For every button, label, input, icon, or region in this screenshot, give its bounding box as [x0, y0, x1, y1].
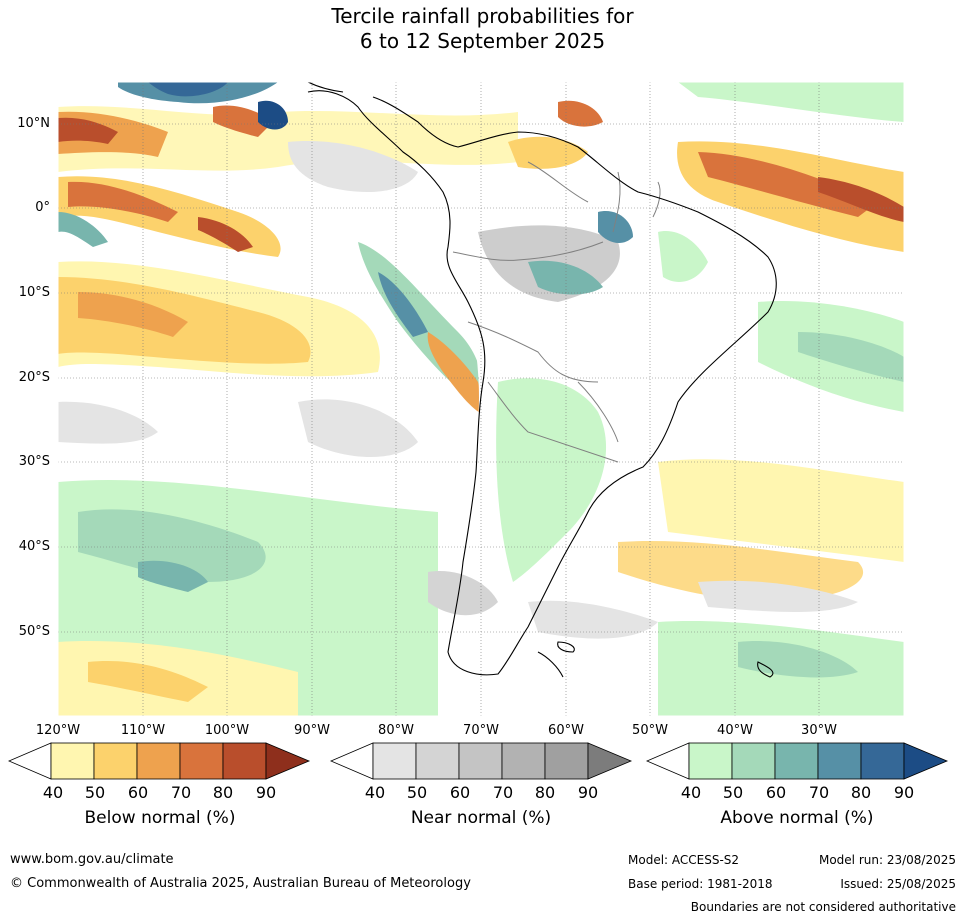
- cb0-tick: 90: [255, 783, 277, 802]
- colorbar-segment: [860, 742, 905, 780]
- colorbar-segment: [458, 742, 503, 780]
- lon-label-90w: 90°W: [294, 723, 330, 738]
- website-link[interactable]: www.bom.gov.au/climate: [10, 852, 174, 867]
- cb2-tick: 70: [808, 783, 830, 802]
- below-normal-label: Below normal (%): [84, 808, 236, 828]
- cb1-tick: 60: [449, 783, 471, 802]
- lon-label-40w: 40°W: [717, 723, 753, 738]
- cb1-tick: 50: [406, 783, 428, 802]
- lat-label-20s: 20°S: [18, 370, 50, 385]
- country-borders: [452, 161, 661, 463]
- cb0-tick: 60: [127, 783, 149, 802]
- colorbar-high-extension: [265, 742, 311, 780]
- colorbar-segment: [93, 742, 138, 780]
- colorbar-low-extension: [330, 742, 374, 780]
- cb0-tick: 70: [170, 783, 192, 802]
- copyright-text: © Commonwealth of Australia 2025, Austra…: [10, 876, 471, 891]
- issued-text: Issued: 25/08/2025: [840, 877, 956, 891]
- cb1-tick: 70: [492, 783, 514, 802]
- colorbar-segment: [544, 742, 589, 780]
- above-normal-label: Above normal (%): [720, 808, 874, 828]
- base-period-text: Base period: 1981-2018: [628, 877, 773, 891]
- gridlines: [58, 82, 904, 716]
- colorbar-segment: [50, 742, 95, 780]
- cb0-tick: 40: [42, 783, 64, 802]
- lon-label-100w: 100°W: [204, 723, 250, 738]
- near-normal-label: Near normal (%): [410, 808, 552, 828]
- coastlines: [307, 82, 777, 678]
- lat-label-10s: 10°S: [18, 285, 50, 300]
- cb2-tick: 40: [680, 783, 702, 802]
- model-text: Model: ACCESS-S2: [628, 853, 740, 867]
- cb1-tick: 40: [364, 783, 386, 802]
- cb2-tick: 80: [850, 783, 872, 802]
- lon-label-70w: 70°W: [463, 723, 499, 738]
- below-normal-colorbar: [8, 742, 311, 780]
- colorbar-segment: [688, 742, 733, 780]
- map-title: Tercile rainfall probabilities for 6 to …: [0, 4, 965, 54]
- lon-label-80w: 80°W: [378, 723, 414, 738]
- colorbar-segment: [817, 742, 862, 780]
- above-normal-colorbar: [646, 742, 949, 780]
- probability-fields: [58, 82, 904, 716]
- colorbar-segment: [222, 742, 267, 780]
- colorbar-segment: [415, 742, 460, 780]
- cb0-tick: 80: [212, 783, 234, 802]
- cb1-tick: 80: [534, 783, 556, 802]
- colorbar-low-extension: [8, 742, 52, 780]
- lon-label-120w: 120°W: [35, 723, 81, 738]
- lat-label-30s: 30°S: [18, 454, 50, 469]
- title-line-2: 6 to 12 September 2025: [359, 29, 606, 53]
- colorbar-high-extension: [587, 742, 633, 780]
- cb2-tick: 50: [722, 783, 744, 802]
- lat-label-10n: 10°N: [17, 116, 50, 131]
- colorbar-low-extension: [646, 742, 690, 780]
- cb2-tick: 90: [893, 783, 915, 802]
- lon-label-110w: 110°W: [120, 723, 166, 738]
- cb0-tick: 50: [84, 783, 106, 802]
- colorbar-segment: [774, 742, 819, 780]
- lat-label-0: 0°: [35, 200, 50, 215]
- title-line-1: Tercile rainfall probabilities for: [331, 4, 634, 28]
- cb2-tick: 60: [765, 783, 787, 802]
- colorbar-segment: [372, 742, 417, 780]
- model-run-text: Model run: 23/08/2025: [818, 853, 956, 867]
- cb1-tick: 90: [577, 783, 599, 802]
- lat-label-50s: 50°S: [18, 624, 50, 639]
- lon-label-60w: 60°W: [548, 723, 584, 738]
- near-normal-colorbar: [330, 742, 633, 780]
- colorbar-segment: [179, 742, 224, 780]
- colorbar-segment: [136, 742, 181, 780]
- lon-label-30w: 30°W: [801, 723, 837, 738]
- colorbar-segment: [501, 742, 546, 780]
- colorbar-segment: [731, 742, 776, 780]
- lon-label-50w: 50°W: [632, 723, 668, 738]
- rainfall-map: [58, 82, 904, 716]
- boundaries-disclaimer: Boundaries are not considered authoritat…: [690, 900, 956, 914]
- lat-label-40s: 40°S: [18, 539, 50, 554]
- colorbar-high-extension: [903, 742, 949, 780]
